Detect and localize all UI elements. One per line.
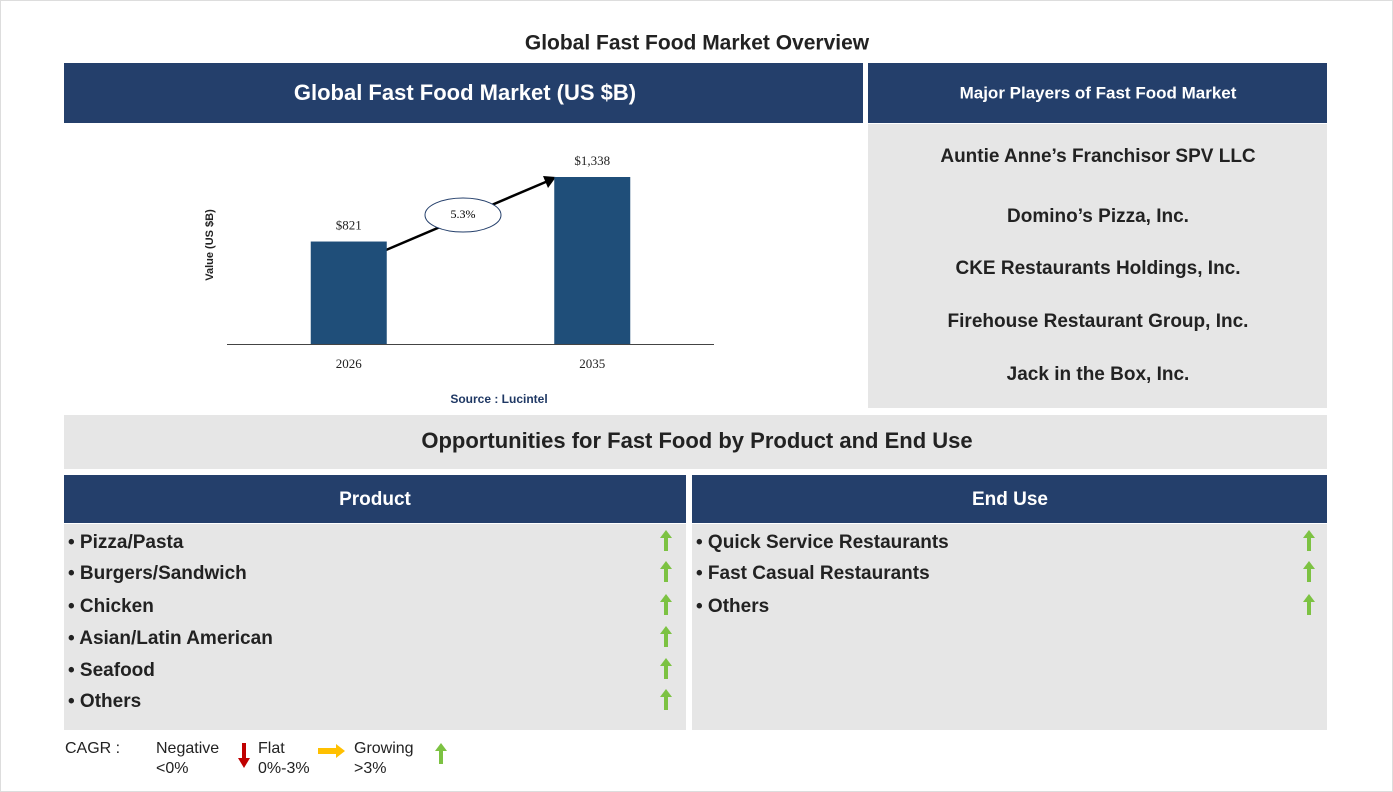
bar bbox=[310, 241, 387, 344]
page-title: Global Fast Food Market Overview bbox=[525, 32, 870, 55]
end-use-header bbox=[692, 475, 1327, 523]
end-use-panel bbox=[692, 524, 1327, 730]
growth-arrow bbox=[660, 626, 672, 647]
product-panel bbox=[64, 524, 686, 730]
growth-arrow bbox=[435, 743, 447, 764]
x-tick-label: 2035 bbox=[579, 356, 605, 371]
bar bbox=[554, 177, 631, 344]
players-header bbox=[868, 63, 1327, 123]
flat-arrow bbox=[318, 744, 345, 758]
legend-range: 0%-3% bbox=[258, 760, 310, 777]
source: Source : Lucintel bbox=[450, 392, 547, 406]
player-name: Domino’s Pizza, Inc. bbox=[1007, 206, 1189, 227]
cagr-label: 5.3% bbox=[451, 207, 476, 221]
growth-arrow bbox=[660, 658, 672, 679]
product-item: • Pizza/Pasta bbox=[68, 532, 184, 553]
y-axis-label: Value (US $B) bbox=[204, 209, 216, 281]
growth-arrow bbox=[660, 530, 672, 551]
end-use-title: End Use bbox=[972, 489, 1048, 510]
legend-name: Negative bbox=[156, 740, 219, 757]
product-header bbox=[64, 475, 686, 523]
players-panel bbox=[868, 124, 1327, 408]
value-label: $1,338 bbox=[574, 153, 610, 168]
player-name: Firehouse Restaurant Group, Inc. bbox=[948, 311, 1249, 332]
legend-name: Growing bbox=[354, 740, 414, 757]
legend-name: Flat bbox=[258, 740, 285, 757]
growth-arrow bbox=[1303, 530, 1315, 551]
legend-label: CAGR : bbox=[65, 740, 120, 757]
chart-title: Global Fast Food Market (US $B) bbox=[294, 80, 636, 105]
negative-arrow bbox=[238, 743, 250, 768]
opportunities-title: Opportunities for Fast Food by Product a… bbox=[421, 428, 972, 453]
product-item: • Chicken bbox=[68, 596, 154, 617]
player-name: Jack in the Box, Inc. bbox=[1007, 364, 1190, 385]
player-name: Auntie Anne’s Franchisor SPV LLC bbox=[940, 146, 1256, 167]
product-item: • Asian/Latin American bbox=[68, 628, 273, 649]
chart-header bbox=[64, 63, 863, 123]
end-use-item: • Fast Casual Restaurants bbox=[696, 563, 930, 584]
growth-arrow bbox=[660, 561, 672, 582]
value-label: $821 bbox=[336, 218, 362, 233]
player-name: CKE Restaurants Holdings, Inc. bbox=[955, 258, 1240, 279]
legend-range: <0% bbox=[156, 760, 188, 777]
cagr-bubble bbox=[424, 197, 502, 233]
trend-arrow-head bbox=[543, 176, 556, 188]
growth-arrow bbox=[1303, 594, 1315, 615]
product-item: • Others bbox=[68, 691, 141, 712]
opportunities-band bbox=[64, 415, 1327, 469]
x-tick-label: 2026 bbox=[336, 356, 363, 371]
growth-arrow bbox=[1303, 561, 1315, 582]
growth-arrow bbox=[660, 689, 672, 710]
growth-arrow bbox=[660, 594, 672, 615]
players-title: Major Players of Fast Food Market bbox=[960, 83, 1237, 102]
product-item: • Burgers/Sandwich bbox=[68, 563, 247, 584]
product-item: • Seafood bbox=[68, 660, 155, 681]
end-use-item: • Others bbox=[696, 596, 769, 617]
end-use-item: • Quick Service Restaurants bbox=[696, 532, 949, 553]
product-title: Product bbox=[339, 489, 411, 510]
legend-range: >3% bbox=[354, 760, 386, 777]
